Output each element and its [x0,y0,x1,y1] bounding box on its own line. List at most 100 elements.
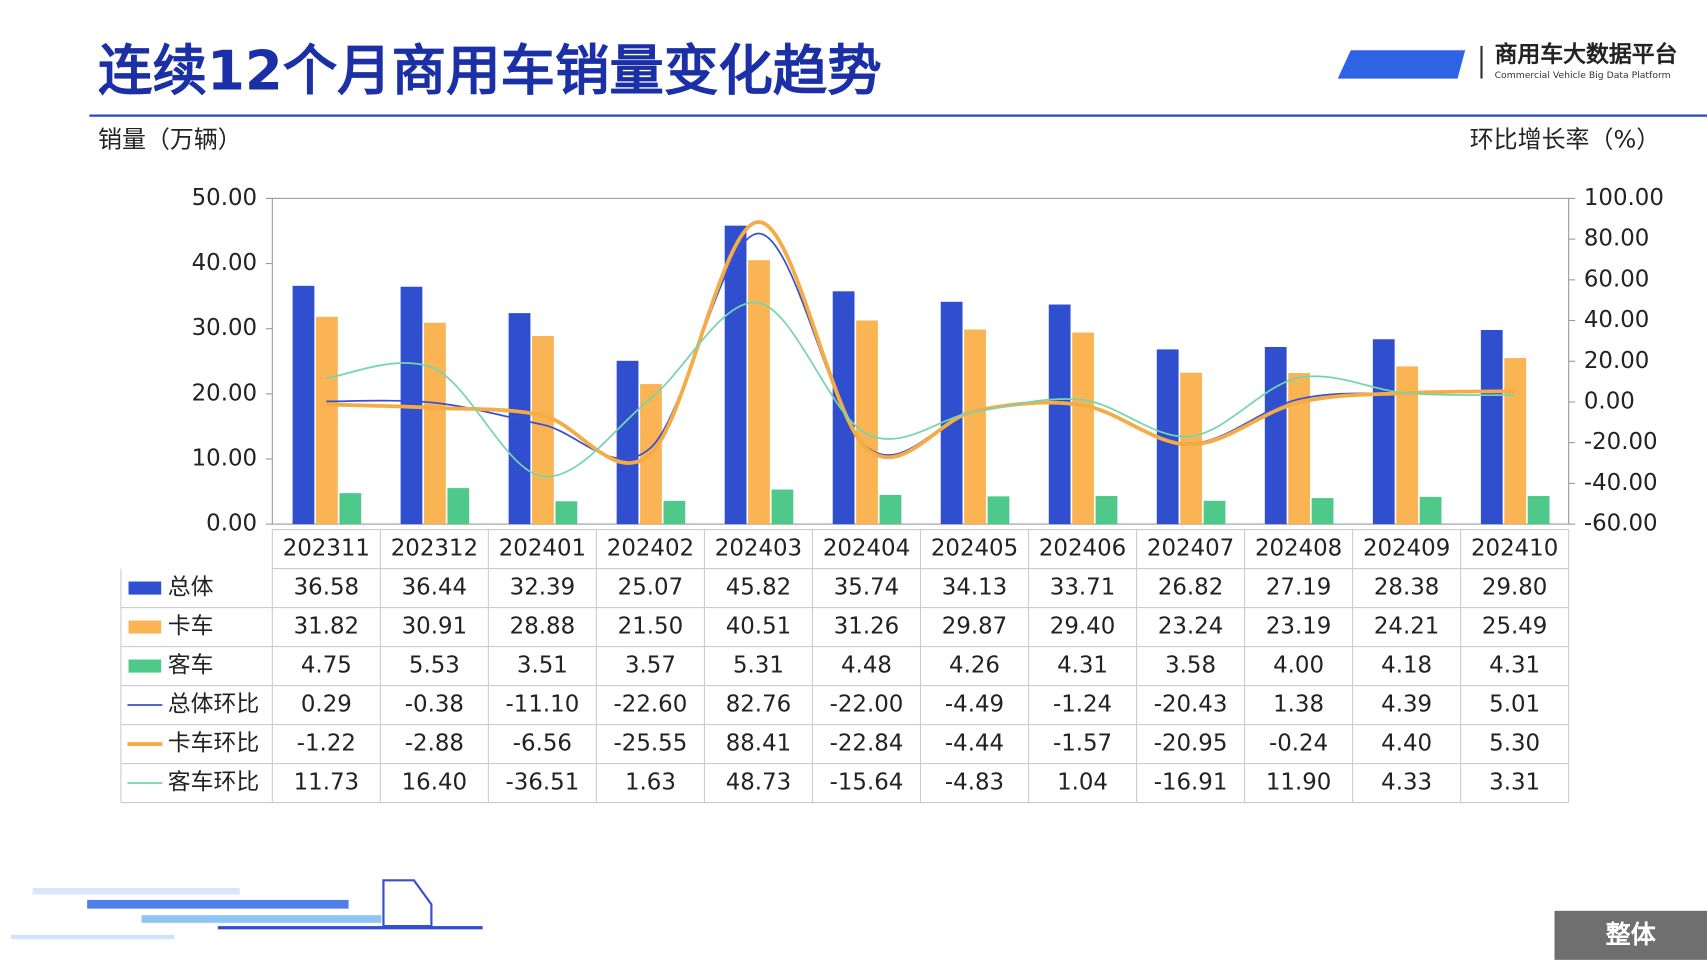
table-cell: 4.00 [1273,653,1324,679]
y-axis-label: 销量（万辆） [98,126,242,154]
table-cell: -36.51 [506,770,580,796]
table-cell: -22.84 [830,731,904,757]
y-tick-label: 0.00 [206,511,257,537]
bar [771,489,794,525]
bar [1311,498,1334,525]
x-tick-label: 202409 [1363,536,1450,562]
y2-tick-label: -40.00 [1584,470,1658,496]
stripe [141,915,382,923]
table-cell: 3.31 [1489,770,1540,796]
x-tick-label: 202408 [1255,536,1342,562]
bar [748,260,770,525]
table-cell: -1.22 [297,731,356,757]
legend-symbol [128,620,162,634]
y-tick-label: 20.00 [192,380,257,406]
table-cell: 4.31 [1489,653,1540,679]
bar [987,496,1010,525]
view-button[interactable] [1554,910,1707,960]
table-cell: -4.44 [945,731,1004,757]
table-cell: -1.57 [1053,731,1112,757]
table-cell: -6.56 [513,731,572,757]
bar [663,500,686,525]
bar [940,301,963,525]
y2-axis-label: 环比增长率（%） [1470,126,1660,154]
table-cell: 3.57 [625,653,676,679]
bar [1264,346,1287,525]
logo-title: 商用车大数据平台 [1495,41,1678,68]
bar [1288,373,1311,525]
legend-symbol [128,581,162,595]
logo: 商用车大数据平台 Commercial Vehicle Big Data Pla… [1337,41,1678,81]
y2-tick-label: 100.00 [1584,185,1664,211]
bar [316,316,338,525]
bar [1095,496,1118,525]
y2-tick-label: -60.00 [1584,511,1658,537]
x-tick-label: 202312 [391,536,478,562]
bar [616,360,639,525]
table-cell: -20.95 [1154,731,1228,757]
table-cell: 48.73 [726,770,791,796]
table-cell: 21.50 [618,614,683,640]
legend-label: 客车环比 [168,770,259,796]
table-cell: -4.49 [945,692,1004,718]
bar [1419,496,1442,525]
bar [1156,349,1179,525]
table-cell: -2.88 [405,731,464,757]
table-cell: 29.80 [1482,575,1547,601]
table-cell: 3.58 [1165,653,1216,679]
stripe [32,887,240,895]
y2-tick-label: 20.00 [1584,348,1649,374]
y2-tick-label: 0.00 [1584,388,1635,414]
table-cell: 1.04 [1057,770,1108,796]
table-cell: -22.00 [830,692,904,718]
y2-tick-label: 40.00 [1584,307,1649,333]
stripe [10,934,175,940]
table-cell: 4.48 [841,653,892,679]
table-cell: -1.24 [1053,692,1112,718]
y2-tick-label: -20.00 [1584,429,1658,455]
x-tick-label: 202402 [607,536,694,562]
table-cell: -22.60 [614,692,688,718]
bar [1180,372,1202,525]
table-cell: 0.29 [301,692,352,718]
legend-label: 总体 [168,575,214,601]
x-tick-label: 202406 [1039,536,1126,562]
x-tick-label: 202311 [283,536,370,562]
truck-icon [382,879,433,928]
bar [532,335,554,525]
table-cell: -25.55 [614,731,688,757]
table-cell: 1.38 [1273,692,1324,718]
x-tick-label: 202405 [931,536,1018,562]
table-cell: 28.88 [510,614,575,640]
stripe [217,926,483,930]
x-tick-label: 202401 [499,536,586,562]
table-cell: 31.26 [834,614,899,640]
bar [964,329,986,525]
bar [856,320,878,525]
y2-tick-label: 60.00 [1584,266,1649,292]
bar [555,501,578,525]
y-tick-label: 10.00 [192,445,257,471]
legend-label: 客车 [168,653,214,679]
table-cell: 4.75 [301,653,352,679]
stripe [87,899,349,909]
x-tick-label: 202403 [715,536,802,562]
table-cell: 23.24 [1158,614,1223,640]
table-cell: 1.63 [625,770,676,796]
table-cell: -0.38 [405,692,464,718]
table-cell: 32.39 [510,575,575,601]
legend-symbol [128,659,162,673]
bar [424,322,446,525]
table-cell: 5.30 [1489,731,1540,757]
x-tick-label: 202407 [1147,536,1234,562]
table-cell: 45.82 [726,575,791,601]
table-cell: 29.87 [942,614,1007,640]
bar [339,493,362,525]
table-cell: 5.01 [1489,692,1540,718]
view-button-label[interactable]: 整体 [1606,920,1657,949]
bar [292,285,315,525]
x-tick-label: 202410 [1471,536,1558,562]
table-cell: -0.24 [1269,731,1328,757]
bar [1203,500,1226,525]
